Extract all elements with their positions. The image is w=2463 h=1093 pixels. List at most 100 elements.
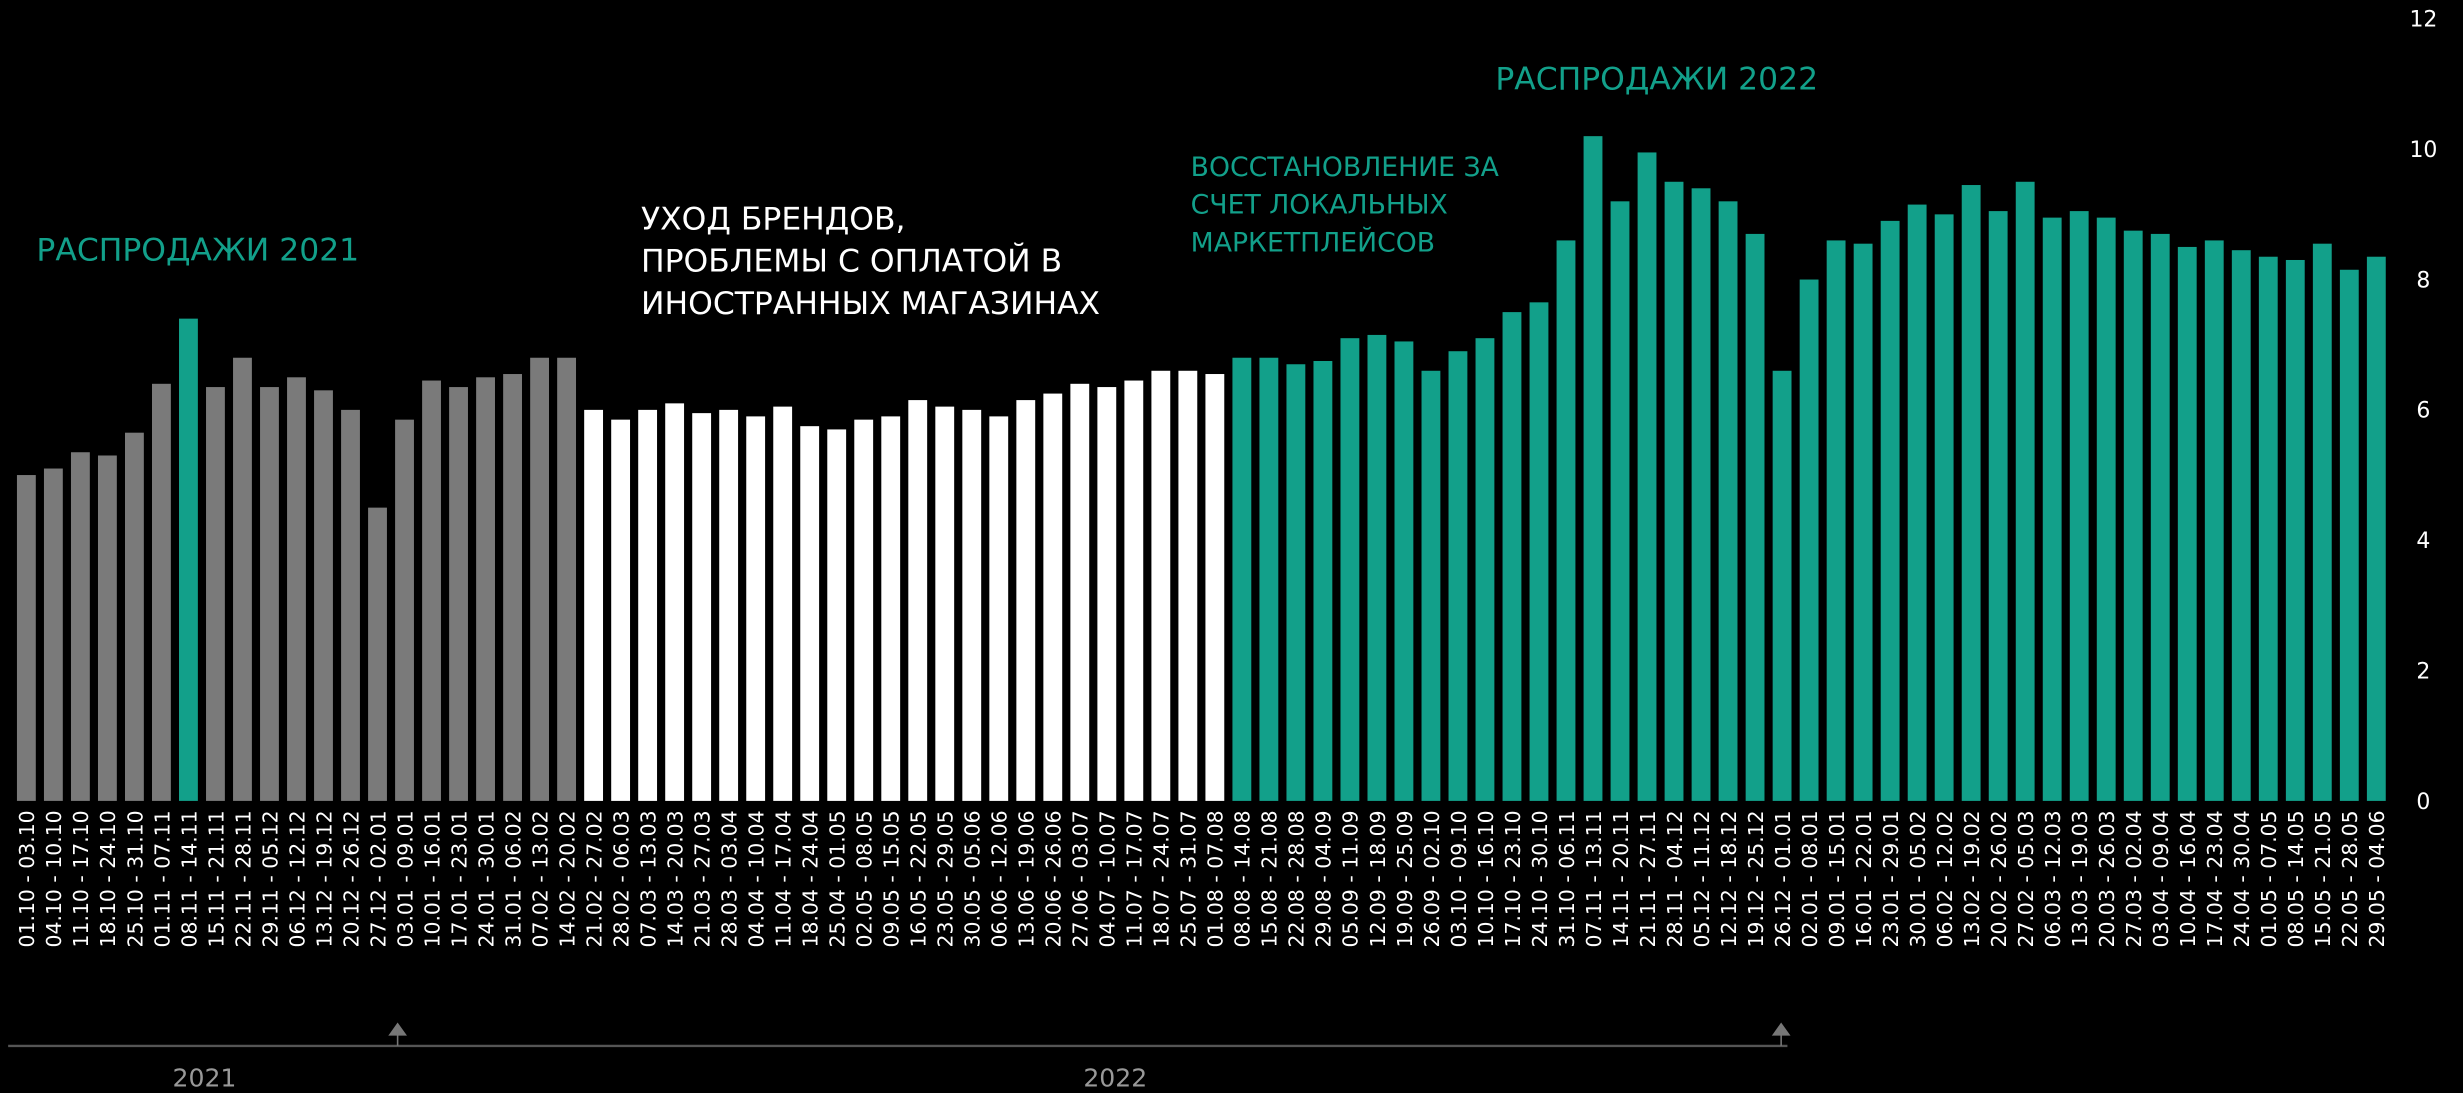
x-tick-label: 05.09 - 11.09 (1339, 810, 1363, 947)
bar (179, 318, 198, 801)
x-tick-label: 17.10 - 23.10 (1501, 810, 1525, 947)
x-tick-label: 04.07 - 10.07 (1096, 810, 1120, 947)
bar (1394, 341, 1414, 801)
x-tick-label: 08.05 - 14.05 (2284, 810, 2308, 947)
year-label: 2021 (173, 1064, 237, 1093)
x-tick-label: 04.04 - 10.04 (745, 810, 769, 947)
bar (746, 416, 766, 801)
bar (1070, 383, 1090, 801)
year-label: 2022 (1083, 1064, 1147, 1093)
x-tick-label: 06.03 - 12.03 (2041, 810, 2065, 947)
x-tick-label: 21.03 - 27.03 (690, 810, 714, 947)
bar (611, 419, 631, 801)
bar (989, 416, 1009, 801)
bar (1907, 204, 1927, 801)
x-tick-label: 02.05 - 08.05 (853, 810, 877, 947)
bar (1610, 201, 1630, 801)
x-tick-label: 29.05 - 04.06 (2365, 810, 2389, 947)
x-tick-label: 30.01 - 05.02 (1906, 810, 1930, 947)
y-tick-label: 0 (2416, 790, 2430, 815)
bar (2366, 256, 2386, 801)
bar (314, 390, 333, 801)
bar (692, 413, 712, 801)
x-tick-label: 10.04 - 16.04 (2176, 810, 2200, 947)
x-tick-label: 27.06 - 03.07 (1069, 810, 1093, 947)
x-tick-label: 27.12 - 02.01 (366, 810, 390, 947)
bar (1583, 136, 1603, 801)
bar (97, 455, 117, 801)
x-tick-label: 04.10 - 10.10 (42, 810, 66, 947)
x-tick-label: 20.03 - 26.03 (2095, 810, 2119, 947)
bar (1853, 243, 1873, 801)
bar (557, 357, 577, 801)
x-tick-label: 20.06 - 26.06 (1042, 810, 1066, 947)
bar (827, 429, 847, 801)
bar (1124, 380, 1144, 801)
x-tick-label: 05.12 - 11.12 (1690, 810, 1714, 947)
bar (341, 409, 360, 801)
bar (1934, 214, 1954, 801)
x-tick-label: 13.03 - 19.03 (2068, 810, 2092, 947)
bar (260, 387, 279, 801)
bar (935, 406, 955, 801)
x-tick-label: 03.01 - 09.01 (393, 810, 417, 947)
x-tick-label: 24.04 - 30.04 (2230, 810, 2254, 947)
bar (1151, 370, 1171, 801)
x-tick-label: 14.11 - 20.11 (1609, 810, 1633, 947)
x-tick-label: 01.05 - 07.05 (2257, 810, 2281, 947)
x-tick-label: 01.11 - 07.11 (150, 810, 174, 947)
x-tick-label: 25.10 - 31.10 (123, 810, 147, 947)
bar (2285, 259, 2305, 801)
x-tick-label: 20.12 - 26.12 (339, 810, 363, 947)
bar (719, 409, 739, 801)
timeline-arrow (388, 1022, 407, 1046)
x-tick-label: 14.02 - 20.02 (555, 810, 579, 947)
bar (233, 357, 252, 801)
bar (1448, 351, 1468, 801)
x-tick-label: 13.12 - 19.12 (312, 810, 336, 947)
bar (368, 507, 387, 801)
x-tick-label: 22.05 - 28.05 (2338, 810, 2362, 947)
x-tick-label: 28.02 - 06.03 (609, 810, 633, 947)
timeline-arrow (1771, 1022, 1791, 1046)
bar (2258, 256, 2278, 801)
x-tick-label: 03.10 - 09.10 (1447, 810, 1471, 947)
bar (16, 475, 36, 801)
bar (395, 419, 414, 801)
x-tick-label: 06.02 - 12.02 (1933, 810, 1957, 947)
x-tick-label: 24.10 - 30.10 (1528, 810, 1552, 947)
bar (2042, 217, 2062, 801)
annotation: ПРОБЛЕМЫ С ОПЛАТОЙ В (641, 242, 1062, 280)
bar (1799, 279, 1819, 801)
x-tick-label: 16.01 - 22.01 (1852, 810, 1876, 947)
bar (1097, 387, 1117, 801)
bar (1205, 374, 1225, 801)
x-tick-label: 07.03 - 13.03 (636, 810, 660, 947)
bar (1772, 370, 1792, 801)
bar (503, 374, 522, 801)
x-tick-label: 15.11 - 21.11 (204, 810, 228, 947)
x-tick-label: 29.11 - 05.12 (258, 810, 282, 947)
y-tick-label: 4 (2416, 529, 2430, 554)
bar (1745, 233, 1765, 801)
x-tick-label: 11.07 - 17.07 (1123, 810, 1147, 947)
x-tick-label: 07.11 - 13.11 (1582, 810, 1606, 947)
bar (70, 452, 90, 801)
x-tick-label: 30.05 - 05.06 (961, 810, 985, 947)
bar (1502, 312, 1522, 801)
x-tick-label: 09.01 - 15.01 (1825, 810, 1849, 947)
bar (1637, 152, 1657, 801)
x-tick-label: 20.02 - 26.02 (1987, 810, 2011, 947)
bar (1664, 181, 1684, 801)
x-tick-label: 24.01 - 30.01 (474, 810, 498, 947)
bar (2150, 233, 2170, 801)
bar (1691, 188, 1711, 801)
x-tick-label: 15.05 - 21.05 (2311, 810, 2335, 947)
x-tick-label: 31.10 - 06.11 (1555, 810, 1579, 947)
x-tick-label: 18.07 - 24.07 (1150, 810, 1174, 947)
bar (43, 468, 63, 801)
bar (1961, 185, 1981, 801)
bar (1367, 334, 1387, 801)
bar (773, 406, 793, 801)
